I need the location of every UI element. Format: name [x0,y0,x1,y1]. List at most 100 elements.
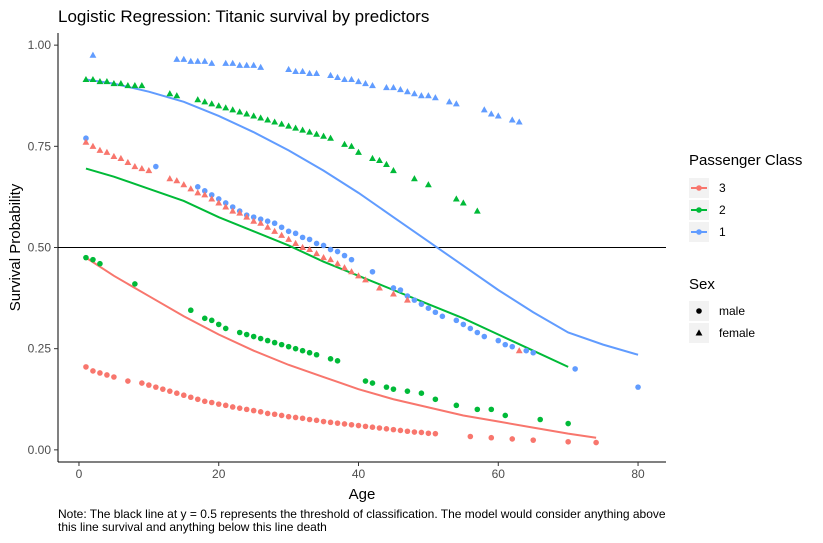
legend-key-circle [696,308,702,314]
point-male-class-3 [530,437,537,443]
point-female-class-3 [236,209,244,216]
point-female-class-2 [285,122,293,129]
point-female-class-3 [250,217,258,224]
point-female-class-2 [236,108,244,115]
point-female-class-3 [110,152,118,159]
point-male-class-1 [432,309,439,316]
point-male-class-2 [390,386,397,392]
point-female-class-1 [480,106,488,113]
point-male-class-3 [334,420,341,426]
point-male-class-1 [397,287,404,293]
x-tick-label: 60 [492,467,506,481]
point-female-class-3 [313,249,320,257]
point-male-class-3 [509,436,516,442]
point-female-class-2 [278,120,286,127]
y-axis-label: Survival Probability [7,183,24,311]
point-female-class-3 [285,235,293,242]
point-male-class-1 [215,196,222,202]
point-female-class-2 [229,106,237,113]
point-male-class-3 [111,374,117,380]
point-female-class-3 [89,142,97,149]
point-female-class-3 [138,164,146,172]
point-male-class-1 [229,204,236,210]
y-tick-label: 0.50 [28,241,52,255]
point-female-class-1 [494,112,502,119]
point-male-class-2 [453,402,460,409]
point-female-class-1 [431,94,439,101]
point-male-class-2 [537,416,544,423]
point-female-class-1 [508,116,516,123]
point-male-class-2 [432,396,439,403]
point-female-class-3 [306,245,314,253]
point-male-class-1 [278,224,285,231]
point-male-class-3 [327,419,334,426]
point-male-class-2 [313,351,320,358]
point-female-class-1 [208,59,216,66]
point-male-class-3 [208,399,215,406]
point-male-class-3 [411,429,418,435]
point-male-class-2 [236,329,243,336]
point-female-class-2 [376,156,383,164]
point-male-class-3 [369,424,376,430]
point-male-class-2 [132,281,138,287]
point-male-class-1 [201,188,208,194]
point-female-class-2 [166,90,174,97]
point-female-class-3 [299,243,307,251]
point-female-class-1 [187,57,195,64]
point-male-class-1 [250,214,257,220]
point-female-class-1 [292,67,300,74]
point-male-class-3 [488,434,495,441]
point-female-class-1 [424,92,432,99]
point-male-class-1 [208,192,215,198]
point-male-class-3 [146,382,152,388]
point-female-class-1 [180,55,188,62]
legend-class-title: Passenger Class [689,152,802,169]
point-female-class-1 [229,59,237,66]
point-female-class-1 [201,57,209,64]
point-male-class-2 [243,331,250,338]
point-female-class-2 [257,114,265,121]
point-female-class-3 [166,175,174,182]
point-male-class-1 [411,297,418,303]
point-female-class-2 [222,104,230,111]
point-female-class-3 [271,227,279,234]
legend-key-triangle [695,329,703,336]
point-female-class-3 [320,254,327,261]
point-female-class-3 [124,158,132,166]
point-male-class-2 [250,333,257,340]
point-female-class-2 [117,79,125,87]
point-female-class-1 [89,51,97,58]
point-female-class-2 [410,175,418,182]
point-male-class-2 [90,256,96,263]
point-male-class-1 [327,246,334,253]
point-male-class-2 [201,315,208,322]
legend-key-point [696,207,702,213]
x-tick-label: 80 [631,467,645,481]
point-male-class-1 [264,218,271,224]
point-female-class-2 [124,82,132,89]
point-female-class-3 [187,185,195,192]
point-female-class-3 [215,199,223,206]
point-male-class-3 [153,384,159,390]
x-tick-label: 20 [212,467,226,481]
point-male-class-1 [369,268,376,275]
chart-note: Note: The black line at y = 0.5 represen… [58,507,666,534]
point-female-class-3 [243,213,251,220]
point-male-class-2 [292,345,299,352]
point-male-class-3 [250,407,257,414]
point-male-class-3 [362,423,369,430]
point-female-class-1 [222,59,230,66]
point-female-class-3 [334,260,341,267]
point-female-class-1 [487,110,495,117]
point-female-class-3 [103,148,111,155]
point-male-class-2 [264,337,271,344]
point-female-class-1 [306,69,314,76]
point-female-class-2 [327,134,334,141]
y-tick-label: 1.00 [28,38,52,52]
point-male-class-3 [593,439,599,446]
point-male-class-2 [187,307,194,314]
point-female-class-2 [459,199,467,206]
point-female-class-1 [452,100,460,107]
